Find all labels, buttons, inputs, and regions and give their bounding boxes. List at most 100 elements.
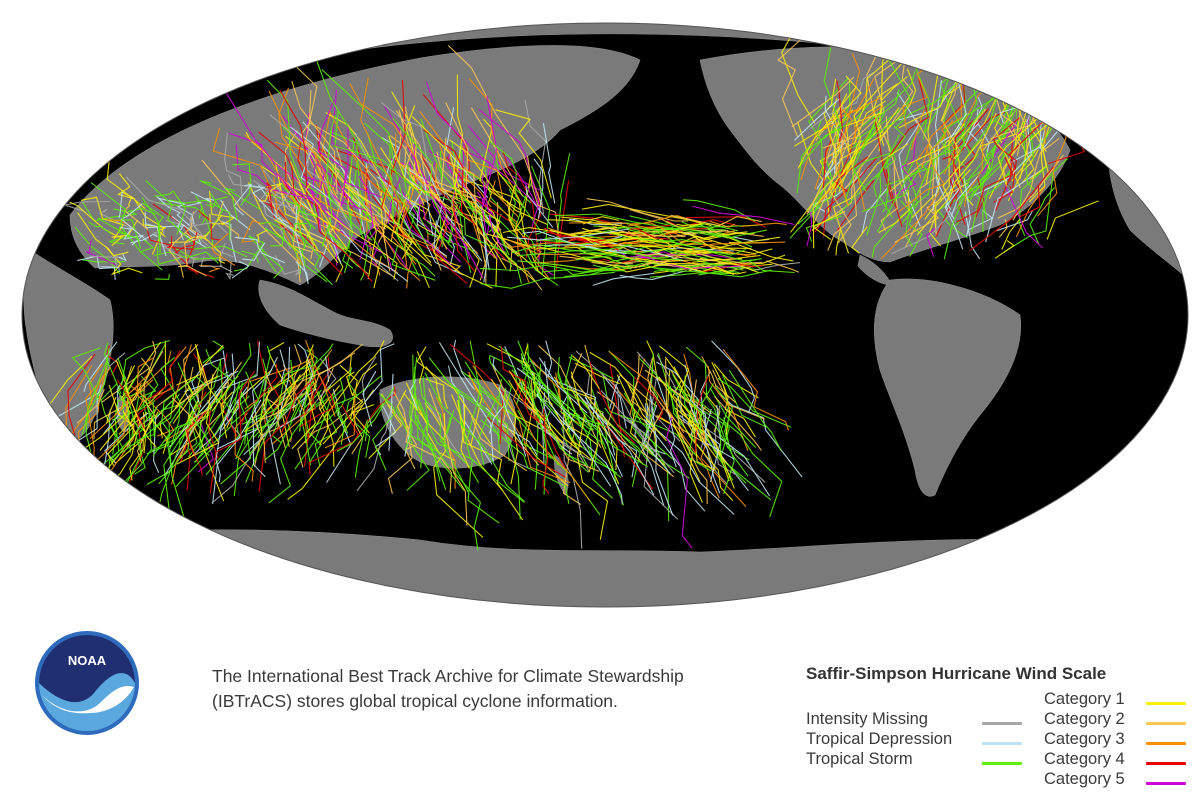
cyclone-track-south-pacific bbox=[714, 385, 735, 495]
cyclone-track-south-indian bbox=[281, 377, 316, 433]
cyclone-track-north-atlantic bbox=[1030, 119, 1049, 152]
cyclone-track-north-atlantic bbox=[813, 129, 850, 224]
cyclone-track-south-pacific bbox=[643, 418, 706, 512]
cyclone-track-west-pacific bbox=[360, 170, 410, 268]
cyclone-track-north-atlantic bbox=[824, 140, 843, 178]
cyclone-track-north-atlantic bbox=[1023, 121, 1037, 192]
cyclone-track-north-indian bbox=[198, 210, 221, 241]
cyclone-track-south-pacific bbox=[712, 369, 765, 420]
cyclone-track-north-indian bbox=[184, 232, 208, 268]
cyclone-track-south-pacific bbox=[658, 376, 717, 459]
cyclone-track-north-atlantic bbox=[846, 112, 886, 152]
cyclone-track-north-atlantic bbox=[811, 167, 869, 213]
cyclone-track-north-atlantic bbox=[1012, 118, 1027, 152]
cyclone-track-south-indian bbox=[322, 363, 378, 445]
cyclone-track-north-indian bbox=[199, 180, 239, 221]
cyclone-track-west-pacific bbox=[413, 143, 453, 216]
cyclone-track-east-pacific bbox=[579, 251, 683, 261]
cyclone-track-east-pacific bbox=[479, 264, 631, 273]
cyclone-track-north-indian bbox=[175, 248, 219, 260]
cyclone-track-south-pacific bbox=[719, 404, 772, 501]
cyclone-track-north-indian bbox=[168, 199, 231, 241]
cyclone-track-north-atlantic bbox=[827, 139, 862, 200]
cyclone-track-south-pacific bbox=[642, 404, 671, 475]
cyclone-track-east-pacific bbox=[670, 214, 762, 227]
cyclone-track-north-indian bbox=[125, 176, 204, 237]
cyclone-track-north-atlantic bbox=[852, 89, 900, 192]
cyclone-track-east-pacific bbox=[629, 224, 671, 230]
cyclone-track-west-pacific bbox=[321, 114, 336, 247]
caption-line-1: The International Best Track Archive for… bbox=[212, 666, 684, 686]
cyclone-track-south-indian bbox=[244, 349, 314, 410]
cyclone-track-west-pacific bbox=[291, 180, 312, 274]
cyclone-track-north-atlantic bbox=[992, 117, 1020, 189]
cyclone-track-north-indian bbox=[189, 257, 198, 267]
cyclone-track-north-indian bbox=[146, 230, 179, 254]
cyclone-track-north-atlantic bbox=[1045, 158, 1068, 181]
cyclone-track-south-indian bbox=[129, 384, 174, 483]
cyclone-track-west-pacific bbox=[367, 216, 377, 280]
cyclone-track-north-atlantic bbox=[805, 215, 842, 242]
cyclone-track-north-indian bbox=[241, 250, 259, 263]
cyclone-track-south-indian bbox=[258, 381, 316, 492]
cyclone-track-north-atlantic bbox=[878, 190, 910, 234]
cyclone-track-south-pacific bbox=[584, 344, 611, 427]
cyclone-track-north-atlantic bbox=[921, 104, 965, 168]
cyclone-track-west-pacific bbox=[359, 196, 369, 281]
cyclone-track-east-pacific bbox=[572, 241, 627, 247]
cyclone-track-south-indian bbox=[364, 402, 384, 442]
cyclone-track-south-indian bbox=[111, 391, 153, 421]
cyclone-track-south-indian bbox=[71, 347, 101, 400]
cyclone-track-north-atlantic bbox=[1029, 148, 1047, 180]
cyclone-track-west-pacific bbox=[419, 156, 481, 199]
cyclone-track-west-pacific bbox=[391, 245, 436, 281]
cyclone-track-south-pacific bbox=[418, 378, 469, 493]
cyclone-track-north-atlantic bbox=[942, 110, 1007, 160]
cyclone-track-west-pacific bbox=[433, 214, 493, 289]
cyclone-track-south-indian bbox=[372, 393, 397, 471]
cyclone-track-north-indian bbox=[80, 196, 125, 240]
cyclone-track-south-indian bbox=[106, 396, 117, 424]
cyclone-track-north-indian bbox=[232, 163, 252, 206]
cyclone-track-west-pacific bbox=[268, 90, 337, 195]
cyclone-track-west-pacific bbox=[223, 88, 315, 195]
cyclone-track-south-indian bbox=[205, 349, 234, 383]
cyclone-track-south-pacific bbox=[696, 399, 783, 518]
cyclone-track-south-pacific bbox=[563, 412, 599, 473]
cyclone-track-north-atlantic bbox=[873, 134, 900, 198]
cyclone-track-south-indian bbox=[283, 343, 334, 375]
cyclone-track-south-indian bbox=[252, 370, 273, 463]
cyclone-track-west-pacific bbox=[358, 176, 374, 260]
legend-title: Saffir-Simpson Hurricane Wind Scale bbox=[806, 664, 1107, 683]
cyclone-track-south-pacific bbox=[488, 405, 505, 434]
cyclone-track-south-indian bbox=[288, 379, 308, 437]
cyclone-track-south-indian bbox=[136, 357, 154, 403]
cyclone-track-north-atlantic bbox=[825, 105, 844, 164]
cyclone-track-south-pacific bbox=[609, 363, 625, 458]
cyclone-track-west-pacific bbox=[426, 220, 454, 249]
cyclone-track-north-atlantic bbox=[806, 144, 838, 215]
cyclone-track-south-indian bbox=[301, 357, 337, 419]
cyclone-track-south-pacific bbox=[442, 375, 510, 462]
cyclone-track-north-atlantic bbox=[963, 178, 971, 237]
cyclone-track-west-pacific bbox=[396, 213, 436, 277]
cyclone-track-south-pacific bbox=[728, 370, 782, 451]
cyclone-track-south-pacific bbox=[520, 353, 541, 396]
cyclone-track-north-atlantic bbox=[1004, 184, 1044, 249]
cyclone-track-south-pacific bbox=[409, 416, 482, 551]
legend-swatch-category-1 bbox=[1146, 702, 1186, 705]
cyclone-track-north-indian bbox=[88, 221, 112, 235]
cyclone-track-north-atlantic bbox=[916, 112, 997, 236]
cyclone-track-north-atlantic bbox=[943, 123, 956, 175]
cyclone-track-south-indian bbox=[89, 379, 154, 440]
cyclone-track-west-pacific bbox=[420, 174, 462, 242]
cyclone-track-south-indian bbox=[197, 414, 214, 473]
cyclone-track-west-pacific bbox=[317, 99, 347, 199]
cyclone-track-west-pacific bbox=[481, 172, 510, 260]
cyclone-track-west-pacific bbox=[340, 229, 409, 283]
cyclone-track-south-pacific bbox=[423, 397, 465, 462]
cyclone-track-south-pacific bbox=[544, 361, 612, 487]
cyclone-track-south-pacific bbox=[589, 362, 635, 444]
cyclone-track-north-indian bbox=[77, 212, 129, 257]
cyclone-track-south-pacific bbox=[543, 409, 588, 466]
